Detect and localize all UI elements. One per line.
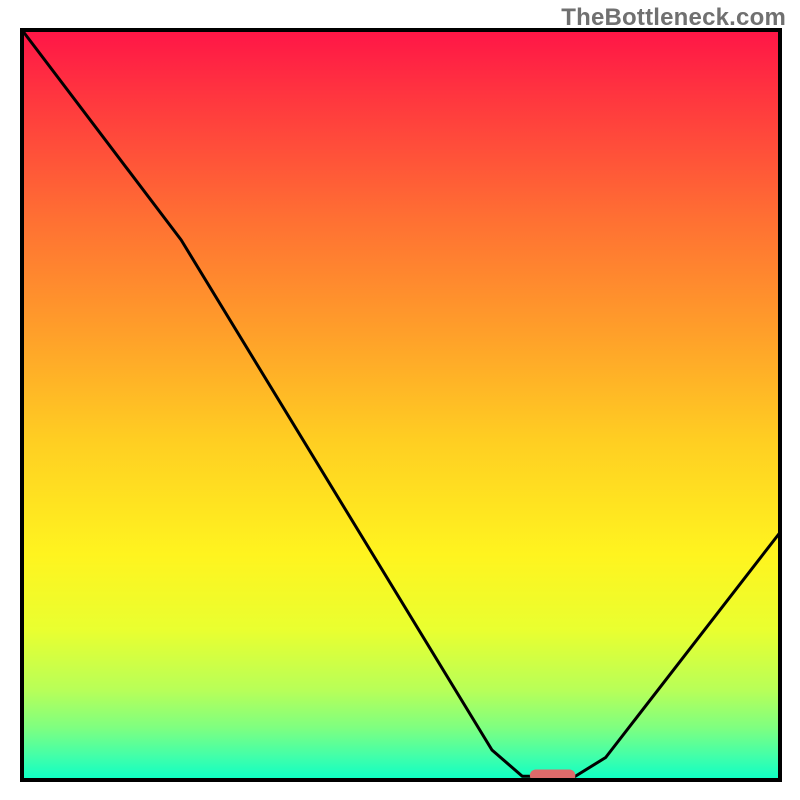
figure-root: TheBottleneck.com <box>0 0 800 800</box>
bottleneck-chart <box>0 0 800 800</box>
plot-background-gradient <box>22 30 780 780</box>
watermark-text: TheBottleneck.com <box>561 4 786 32</box>
